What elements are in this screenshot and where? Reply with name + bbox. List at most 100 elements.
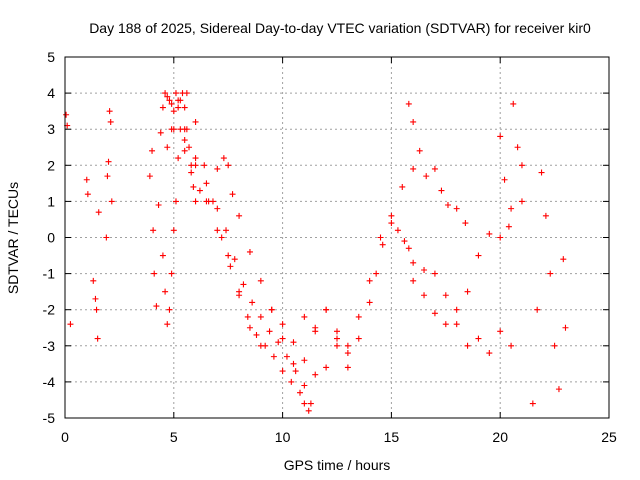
data-point — [192, 118, 199, 125]
data-point — [312, 371, 319, 378]
data-point — [410, 118, 417, 125]
data-point — [181, 126, 188, 133]
data-point — [214, 227, 221, 234]
y-tick-label: -3 — [43, 338, 56, 354]
data-point — [401, 238, 408, 245]
data-point — [108, 198, 115, 205]
data-point — [464, 342, 471, 349]
data-point — [508, 205, 515, 212]
data-point — [334, 335, 340, 342]
data-point — [410, 259, 417, 266]
data-point — [183, 90, 190, 97]
data-point — [164, 321, 171, 328]
data-point — [547, 270, 554, 277]
data-point — [514, 144, 521, 151]
data-point — [257, 313, 264, 320]
data-point — [501, 176, 508, 183]
data-point — [201, 162, 208, 169]
data-point — [283, 353, 290, 360]
data-point — [305, 407, 312, 414]
data-point — [225, 252, 232, 259]
data-point — [181, 137, 188, 144]
data-point — [290, 360, 297, 367]
data-point — [442, 321, 449, 328]
data-point — [175, 104, 182, 111]
data-point — [181, 104, 188, 111]
data-point — [63, 111, 70, 118]
data-point — [168, 126, 175, 133]
data-point — [453, 205, 460, 212]
data-point — [438, 187, 445, 194]
data-point — [246, 324, 253, 331]
data-point — [172, 198, 179, 205]
data-point — [150, 227, 157, 234]
y-tick-label: -1 — [43, 266, 56, 282]
data-point — [431, 310, 438, 317]
data-point — [301, 313, 308, 320]
data-point — [486, 350, 493, 357]
data-point — [555, 386, 562, 393]
axis-ticks: 0 5 10 15 20 25 -5 -4 -3 -2 -1 0 1 2 3 4 5 — [43, 49, 617, 445]
data-point — [168, 270, 175, 277]
data-point — [93, 306, 100, 313]
data-point — [373, 270, 380, 277]
data-point — [106, 108, 113, 115]
data-point — [534, 306, 541, 313]
data-point — [262, 342, 269, 349]
data-point — [227, 263, 234, 270]
y-tick-label: 5 — [47, 49, 55, 65]
data-point — [196, 187, 203, 194]
data-point — [220, 155, 227, 162]
data-point — [394, 227, 401, 234]
data-point — [246, 248, 253, 255]
data-point — [377, 234, 384, 241]
data-point — [159, 104, 166, 111]
data-point — [149, 147, 156, 154]
y-tick-label: 0 — [47, 230, 55, 246]
data-point — [83, 176, 90, 183]
data-point — [505, 223, 512, 230]
data-point — [355, 335, 362, 342]
data-point — [166, 97, 173, 104]
data-point — [551, 342, 558, 349]
data-point — [462, 220, 469, 227]
data-point — [231, 256, 238, 263]
data-point — [67, 321, 74, 328]
data-point — [104, 173, 111, 180]
x-axis-label: GPS time / hours — [284, 457, 391, 473]
data-point — [416, 147, 423, 154]
data-point — [431, 270, 438, 277]
data-point — [288, 378, 295, 385]
data-point — [162, 288, 169, 295]
data-point — [405, 100, 412, 107]
data-point — [172, 90, 179, 97]
x-tick-label: 15 — [384, 429, 400, 445]
data-point — [159, 252, 166, 259]
data-point — [186, 144, 193, 151]
y-tick-label: -5 — [43, 410, 56, 426]
data-point — [431, 165, 438, 172]
data-point — [423, 173, 430, 180]
data-point — [518, 162, 525, 169]
data-point — [344, 350, 351, 357]
data-point — [162, 90, 169, 97]
data-point — [421, 292, 428, 299]
data-point — [164, 144, 171, 151]
data-point — [379, 241, 386, 248]
data-point — [103, 234, 110, 241]
data-point — [155, 202, 162, 209]
data-point — [366, 277, 373, 284]
y-tick-label: 2 — [47, 157, 55, 173]
data-point — [560, 256, 567, 263]
data-point — [388, 212, 395, 219]
data-point — [529, 400, 536, 407]
data-point — [334, 342, 340, 349]
data-point — [355, 313, 362, 320]
data-point — [510, 100, 517, 107]
data-point — [538, 169, 545, 176]
data-point — [508, 342, 515, 349]
grid — [65, 57, 609, 418]
data-point — [475, 335, 482, 342]
data-point — [170, 227, 177, 234]
